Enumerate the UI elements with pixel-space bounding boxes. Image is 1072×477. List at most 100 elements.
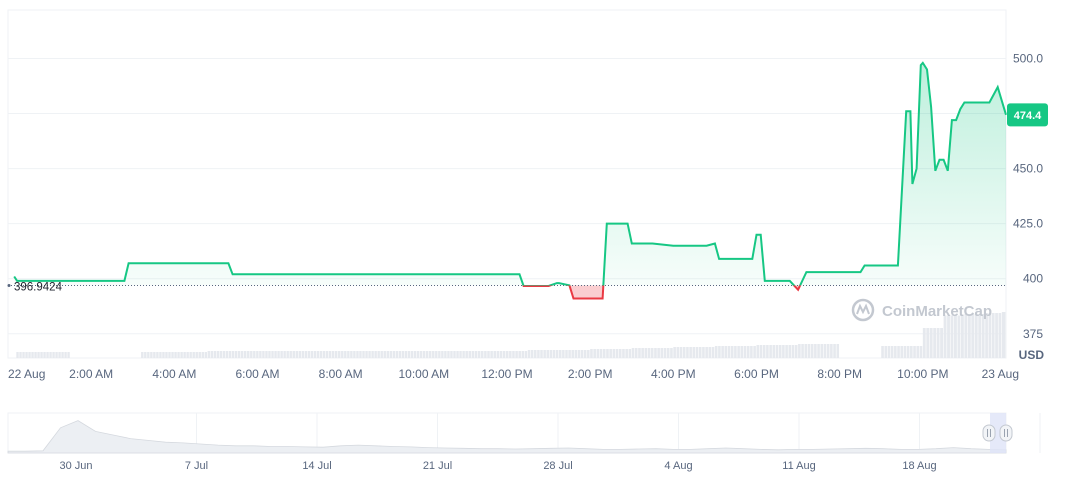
cmc-logo-mark-icon [856,303,870,315]
current-price-badge-bg [1007,103,1048,127]
x-tick-label: 4:00 PM [651,367,696,381]
volume-bar [916,346,920,358]
volume-bar [766,345,769,358]
volume-bar [462,351,465,358]
volume-bar [555,350,559,358]
volume-bar [286,351,289,358]
volume-bar [502,351,506,358]
range-navigator[interactable]: 30 Jun 7 Jul 14 Jul 21 Jul 28 Jul 4 Aug 11 Aug… [7,412,1041,472]
volume-bar [468,351,472,358]
volume-bar [186,352,189,358]
volume-bar [195,352,198,358]
volume-bar [192,352,195,358]
volume-bar [750,346,753,358]
current-price-badge: 474.4 [1007,103,1048,127]
volume-bar [527,350,531,358]
volume-bar [546,350,550,358]
volume-bar [947,315,950,358]
volume-bar [929,328,933,358]
volume-bar [222,351,226,358]
volume-bar [228,351,232,358]
area-down [523,285,801,299]
volume-bar [960,315,964,358]
volume-bar [174,352,177,358]
volume-bar [971,314,975,358]
volume-bar [612,349,616,358]
volume-bar [702,347,705,358]
volume-bar [638,348,641,358]
volume-bar [19,352,22,358]
watermark-text: CoinMarketCap [882,303,992,320]
volume-bar [46,352,49,358]
volume-bar [897,346,900,358]
volume-bar [689,347,692,358]
volume-bar [887,346,891,358]
volume-bar [505,351,509,358]
navigator-tick-label: 28 Jul [543,460,572,472]
x-tick-label: 12:00 PM [481,367,532,381]
volume-bar [900,346,904,358]
volume-bar [721,346,724,358]
volume-bar [271,351,274,358]
volume-bar [362,351,365,358]
volume-bar [753,346,756,358]
volume-bar [338,351,341,358]
volume-bar [571,350,574,358]
volume-bar [940,328,944,358]
volume-bar [322,351,326,358]
volume-bar [487,351,490,358]
grid-lines [8,57,1006,335]
volume-bar [356,351,359,358]
volume-bar [577,350,581,358]
volume-bar [374,351,377,358]
volume-bar [922,328,926,358]
volume-bar [283,351,286,358]
volume-bar [730,346,734,358]
volume-bar [341,351,344,358]
volume-bar [740,346,744,358]
navigator-left-handle[interactable] [982,424,996,442]
x-tick-label: 23 Aug [982,367,1019,381]
volume-bar [213,351,217,358]
cmc-logo-icon [851,298,875,322]
volume-bar [43,352,46,358]
volume-bar [150,352,153,358]
volume-bar [692,347,696,358]
volume-bar [543,350,546,358]
volume-bar [298,351,302,358]
volume-bar [256,351,259,358]
volume-bar [395,351,399,358]
volume-bar [319,351,323,358]
volume-bar [471,351,475,358]
reference-price-label: 396.9424 [7,281,63,293]
volume-bar [493,351,497,358]
left-handle-icon[interactable] [982,424,996,442]
volume-bar [383,351,386,358]
navigator-selection[interactable] [990,413,1006,453]
volume-bar [782,345,785,358]
volume-bar [49,352,52,358]
volume-bar [682,347,686,358]
x-tick-label: 22 Aug [8,367,45,381]
volume-bar [499,351,503,358]
volume-bar [183,352,186,358]
plot-frame [7,9,1007,359]
reference-dot [7,283,11,287]
volume-bar [974,314,978,358]
navigator-right-handle[interactable] [999,424,1013,442]
volume-bar [823,344,827,358]
volume-bar [705,347,708,358]
volume-bar [416,351,420,358]
volume-bar [432,351,435,358]
x-tick-label: 6:00 AM [235,367,279,381]
volume-bar [247,351,250,358]
volume-bar [481,351,484,358]
y-tick-label: 375 [1023,327,1043,341]
volume-bar [524,351,528,358]
right-handle-icon[interactable] [999,424,1013,442]
volume-bar [798,344,801,358]
volume-bar [380,351,383,358]
volume-bar [676,347,680,358]
volume-bar [28,352,31,358]
